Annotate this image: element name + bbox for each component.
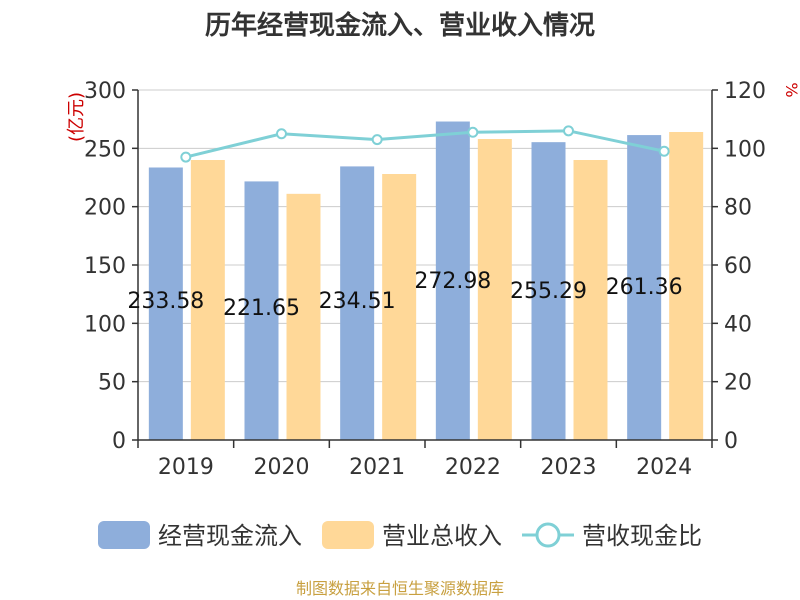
right-tick-label: 100 bbox=[724, 137, 766, 162]
legend-swatch-cash-inflow bbox=[98, 521, 150, 549]
legend: 经营现金流入 营业总收入 营收现金比 bbox=[98, 521, 702, 550]
right-tick-label: 80 bbox=[724, 196, 752, 221]
bar-revenue-2023 bbox=[573, 160, 608, 440]
data-label-cash-inflow: 261.36 bbox=[606, 275, 683, 300]
x-tick-label: 2022 bbox=[445, 455, 501, 480]
point-ratio-2023 bbox=[563, 125, 574, 137]
bar-revenue-2024 bbox=[669, 132, 704, 440]
x-tick-label: 2019 bbox=[158, 455, 214, 480]
right-tick-label: 60 bbox=[724, 254, 752, 279]
bar-revenue-2021 bbox=[382, 174, 417, 440]
left-axis-unit: (亿元) bbox=[66, 92, 87, 142]
data-labels-layer: 233.58 221.65 234.51 272.98 255.29 261.36 bbox=[127, 269, 682, 321]
left-tick-label: 50 bbox=[98, 371, 126, 396]
bar-revenue-2019 bbox=[190, 160, 225, 440]
bar-revenue-2020 bbox=[286, 193, 321, 440]
bar-cash-inflow-2021 bbox=[340, 166, 375, 440]
chart-title: 历年经营现金流入、营业收入情况 bbox=[205, 10, 595, 41]
x-tick-label: 2020 bbox=[254, 455, 310, 480]
data-label-cash-inflow: 233.58 bbox=[127, 289, 204, 314]
left-tick-label: 0 bbox=[112, 429, 126, 454]
right-tick-label: 120 bbox=[724, 79, 766, 104]
data-label-cash-inflow: 255.29 bbox=[510, 279, 587, 304]
bar-cash-inflow-2019 bbox=[148, 167, 183, 441]
data-label-cash-inflow: 272.98 bbox=[414, 269, 491, 294]
source-note: 制图数据来自恒生聚源数据库 bbox=[296, 579, 504, 598]
bar-cash-inflow-2022 bbox=[435, 121, 470, 441]
bar-revenue-2022 bbox=[477, 139, 512, 440]
axes-layer: 0 50 100 150 200 250 300 0 20 40 60 80 100 120 2019 202… bbox=[84, 79, 766, 480]
left-tick-label: 300 bbox=[84, 79, 126, 104]
point-ratio-2021 bbox=[371, 134, 383, 146]
bar-cash-inflow-2023 bbox=[531, 142, 566, 440]
bar-cash-inflow-2024 bbox=[627, 135, 662, 440]
x-tick-label: 2021 bbox=[349, 455, 405, 480]
line-series-layer bbox=[180, 125, 670, 163]
left-tick-label: 100 bbox=[84, 312, 126, 337]
legend-label-cash-inflow: 经营现金流入 bbox=[158, 522, 302, 550]
right-tick-label: 0 bbox=[724, 429, 738, 454]
point-ratio-2022 bbox=[467, 126, 479, 138]
left-tick-label: 250 bbox=[84, 137, 126, 162]
grid-lines bbox=[138, 89, 712, 383]
line-ratio bbox=[185, 129, 665, 159]
right-axis-unit: % bbox=[782, 82, 800, 97]
data-label-cash-inflow: 234.51 bbox=[319, 289, 396, 314]
legend-label-revenue: 营业总收入 bbox=[382, 522, 502, 550]
legend-marker-ratio bbox=[535, 522, 561, 548]
left-tick-label: 200 bbox=[84, 196, 126, 221]
x-tick-label: 2023 bbox=[541, 455, 597, 480]
point-ratio-2024 bbox=[658, 145, 670, 157]
legend-swatch-revenue bbox=[322, 521, 374, 549]
point-ratio-2019 bbox=[180, 151, 192, 163]
point-ratio-2020 bbox=[276, 128, 287, 140]
left-tick-label: 150 bbox=[84, 254, 126, 279]
x-tick-label: 2024 bbox=[636, 455, 692, 480]
right-tick-label: 40 bbox=[724, 312, 752, 337]
bars-layer bbox=[148, 121, 704, 441]
legend-label-ratio: 营收现金比 bbox=[582, 522, 702, 550]
data-label-cash-inflow: 221.65 bbox=[223, 296, 300, 321]
bar-cash-inflow-2020 bbox=[244, 181, 279, 441]
right-tick-label: 20 bbox=[724, 371, 752, 396]
